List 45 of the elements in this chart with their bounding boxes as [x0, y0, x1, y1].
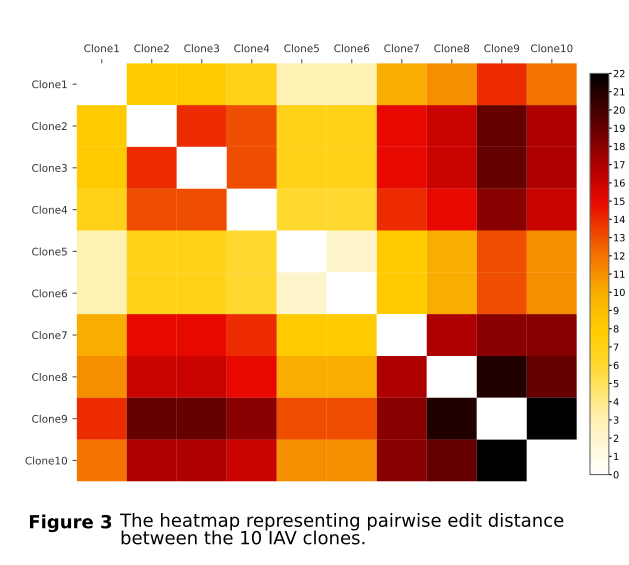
color-bar-label: 19 [614, 124, 625, 132]
y-tick-label: Clone1 [32, 80, 67, 88]
y-tick-label: Clone5 [32, 247, 67, 256]
x-tick-label: Clone7 [384, 44, 419, 52]
color-bar-label: 2 [614, 434, 618, 442]
x-tick-label: Clone2 [134, 44, 169, 52]
color-bar-label: 17 [614, 161, 625, 168]
x-tick-label: Clone9 [484, 44, 520, 52]
y-tick-label: Clone7 [32, 331, 67, 340]
color-bar-label: 1 [614, 452, 618, 460]
color-bar-label: 11 [614, 270, 625, 278]
y-tick-label: Clone6 [32, 289, 68, 298]
color-bar-label: 5 [614, 380, 618, 388]
y-tick-label: Clone10 [25, 456, 68, 465]
x-tick-label: Clone3 [184, 44, 220, 52]
y-tick-label: Clone3 [32, 164, 67, 172]
color-bar-label: 6 [614, 362, 619, 370]
y-tick-label: Clone2 [32, 122, 67, 130]
color-bar-label: 21 [614, 88, 625, 96]
x-tick-label: Clone1 [84, 44, 119, 52]
color-bar-label: 10 [614, 288, 625, 296]
y-tick-label: Clone9 [32, 414, 67, 423]
color-bar-label: 13 [614, 234, 625, 242]
color-bar-label: 3 [614, 416, 618, 424]
x-tick-label: Clone8 [434, 44, 470, 52]
color-bar-label: 9 [614, 306, 619, 314]
x-tick-label: Clone6 [334, 44, 370, 52]
color-bar-label: 0 [614, 471, 619, 478]
text: The heatmap representing pairwise edit distance between the 10 IAV clones. [120, 513, 564, 544]
color-bar-label: 7 [614, 344, 618, 351]
x-tick-label: Clone5 [284, 44, 319, 52]
y-tick-label: Clone8 [32, 372, 67, 381]
color-bar-label: 20 [614, 106, 625, 114]
color-bar-label: 18 [614, 142, 625, 150]
color-bar-label: 12 [614, 252, 624, 260]
x-tick-label: Clone4 [234, 44, 270, 52]
color-bar-label: 8 [614, 325, 619, 333]
caption: Figure 3 [30, 514, 112, 532]
color-bar-label: 14 [614, 216, 625, 224]
color-bar-label: 4 [614, 398, 619, 406]
y-tick-label: Clone4 [32, 206, 68, 214]
color-bar-label: 22 [614, 70, 624, 78]
x-tick-label: Clone10 [530, 44, 572, 52]
color-bar-label: 16 [614, 179, 625, 187]
color-bar-label: 15 [614, 198, 625, 205]
